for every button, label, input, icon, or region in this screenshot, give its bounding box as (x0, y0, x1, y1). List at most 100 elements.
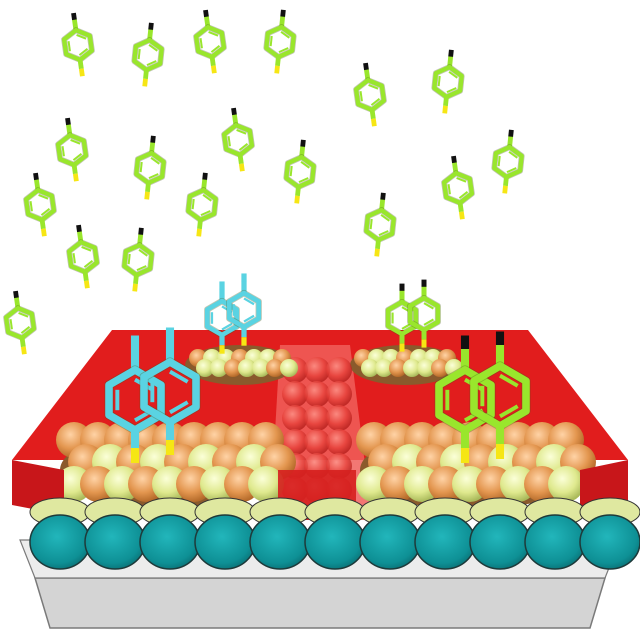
free-molecule (131, 22, 165, 87)
well-sphere (252, 359, 270, 377)
double-bond (243, 314, 255, 323)
well-sphere (280, 359, 298, 377)
double-bond (169, 369, 189, 384)
channel-sphere (326, 381, 352, 407)
head-group (508, 129, 514, 137)
sphere-layer-back (56, 345, 596, 510)
double-bond (208, 30, 219, 37)
bottom-bond (237, 154, 244, 165)
well-sphere (224, 359, 242, 377)
bottom-bond (369, 109, 376, 120)
well-sphere (238, 359, 256, 377)
free-molecule (193, 9, 227, 74)
head-group (280, 9, 286, 17)
well-sphere (266, 359, 284, 377)
double-bond (83, 260, 94, 268)
double-bond (359, 91, 363, 102)
well-sphere (548, 466, 584, 502)
teal-disk (84, 514, 146, 570)
free-molecule (3, 290, 37, 355)
double-bond (81, 245, 92, 252)
double-bond (423, 318, 434, 326)
double-bond (199, 38, 203, 49)
double-bond (380, 214, 390, 222)
double-bond (280, 31, 290, 39)
bound-molecule-cyan (204, 281, 240, 354)
substrate-front-face (33, 577, 607, 629)
free-molecule (121, 227, 155, 292)
free-molecule (431, 49, 465, 114)
thiol-tail (144, 191, 150, 200)
head-group (448, 49, 454, 57)
channel-sphere (304, 429, 330, 455)
teal-disk-layer (29, 497, 640, 570)
free-molecule (363, 192, 397, 257)
head-group (380, 192, 386, 200)
double-bond (370, 98, 381, 106)
double-bond (458, 191, 469, 199)
bottom-bond (71, 164, 78, 175)
teal-disk (249, 514, 311, 570)
double-bond (78, 48, 89, 56)
thiol-tail (294, 195, 300, 204)
free-molecule (221, 107, 255, 172)
double-bond (437, 75, 441, 87)
thiol-tail (374, 248, 380, 257)
bottom-bond (19, 337, 26, 348)
double-bond (169, 400, 189, 415)
bound-molecule-cyan (226, 273, 262, 346)
double-bond (20, 326, 31, 334)
teal-disk (579, 514, 640, 570)
bottom-bond (77, 59, 84, 70)
double-bond (278, 47, 289, 54)
bottom-bond (275, 56, 281, 67)
double-bond (447, 184, 451, 195)
thiol-tail (142, 78, 148, 87)
bound-molecule-green (434, 335, 496, 463)
thiol-tail (210, 65, 217, 74)
channel-sphere (304, 405, 330, 431)
bottom-bond (209, 56, 216, 67)
double-bond (289, 165, 293, 177)
double-bond (508, 151, 518, 159)
double-bond (136, 265, 147, 272)
double-bond (150, 157, 160, 165)
thiol-tail (238, 163, 245, 172)
teal-disk (524, 514, 586, 570)
teal-disk (359, 514, 421, 570)
bottom-bond (82, 271, 89, 282)
double-bond (38, 193, 49, 200)
well-sphere (389, 359, 407, 377)
free-molecule-layer (3, 9, 525, 355)
double-bond (210, 45, 221, 53)
bottom-bond (39, 219, 46, 230)
channel-sphere (326, 429, 352, 455)
benzene-ring-molecule-icon (61, 27, 95, 63)
double-bond (238, 143, 249, 151)
teal-disk (194, 514, 256, 570)
free-molecule (133, 135, 167, 200)
double-bond (40, 208, 51, 216)
bound-molecule-cyan (139, 327, 201, 455)
double-bond (61, 146, 65, 157)
head-group (363, 62, 369, 71)
double-bond (137, 48, 141, 60)
bound-molecule-cyan (104, 335, 166, 463)
free-molecule (283, 139, 317, 204)
free-molecule (441, 155, 475, 220)
head-group (451, 155, 457, 164)
well-sphere (210, 359, 228, 377)
double-bond (18, 311, 29, 318)
thiol-tail (502, 185, 508, 194)
head-group (202, 172, 208, 180)
double-bond (221, 322, 233, 331)
channel-sphere (282, 381, 308, 407)
double-bond (497, 155, 501, 167)
double-bond (269, 35, 273, 47)
well-sphere (403, 359, 421, 377)
double-bond (29, 201, 33, 212)
double-bond (148, 173, 159, 180)
double-bond (499, 373, 519, 388)
double-bond (368, 83, 379, 90)
double-bond (148, 44, 158, 52)
